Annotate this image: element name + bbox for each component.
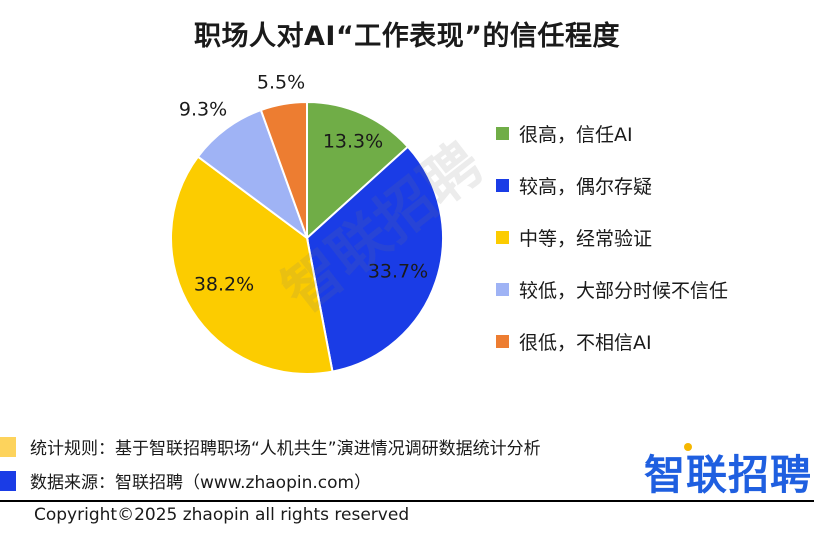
chart-title: 职场人对AI“工作表现”的信任程度 [194,21,620,52]
data-label-medium: 38.2% [194,274,254,296]
data-label-very-high: 13.3% [323,131,383,153]
stat-rule-text: 统计规则：基于智联招聘职场“人机共生”演进情况调研数据统计分析 [30,439,541,459]
pie-slice-high [305,145,444,373]
legend-item-high: 较高，偶尔存疑 [496,170,652,200]
legend-swatch-high [496,178,509,192]
pie-slice-very-high [306,100,410,241]
stat-rule-marker [0,436,16,457]
legend-item-very-high: 很高，信任AI [496,118,633,148]
data-label-high: 33.7% [368,261,428,283]
footer-divider [0,500,814,502]
pie-chart: 13.3% 33.7% 38.2% 9.3% 5.5% [170,72,444,375]
legend-label-very-high: 很高，信任AI [519,123,633,146]
pie-slice-medium [170,155,334,375]
legend-label-low: 较低，大部分时候不信任 [519,279,729,302]
pie-slice-very-low [259,100,308,239]
zhaopin-logo-text: 智联招聘 [644,451,812,499]
legend-label-medium: 中等，经常验证 [519,227,653,250]
data-label-very-low: 5.5% [257,72,305,94]
legend-label-very-low: 很低，不相信AI [519,331,652,354]
zhaopin-logo-dot [684,443,692,451]
legend-swatch-very-high [496,126,509,140]
legend-item-low: 较低，大部分时候不信任 [496,274,728,304]
legend-item-medium: 中等，经常验证 [496,222,652,252]
data-source-text: 数据来源：智联招聘（www.zhaopin.com） [30,473,372,493]
legend-swatch-very-low [496,334,509,348]
data-source-marker [0,470,16,491]
pie-slice-low [196,108,310,241]
zhaopin-logo: 智联招聘 [644,441,811,501]
copyright-text: Copyright©2025 zhaopin all rights reserv… [34,505,410,525]
legend-swatch-medium [496,230,509,244]
legend-label-high: 较高，偶尔存疑 [519,175,653,198]
data-source-note: 数据来源：智联招聘（www.zhaopin.com） [0,468,371,493]
data-label-low: 9.3% [179,99,227,121]
legend-swatch-low [496,282,509,296]
stat-rule-note: 统计规则：基于智联招聘职场“人机共生”演进情况调研数据统计分析 [0,434,541,459]
legend-item-very-low: 很低，不相信AI [496,326,652,356]
